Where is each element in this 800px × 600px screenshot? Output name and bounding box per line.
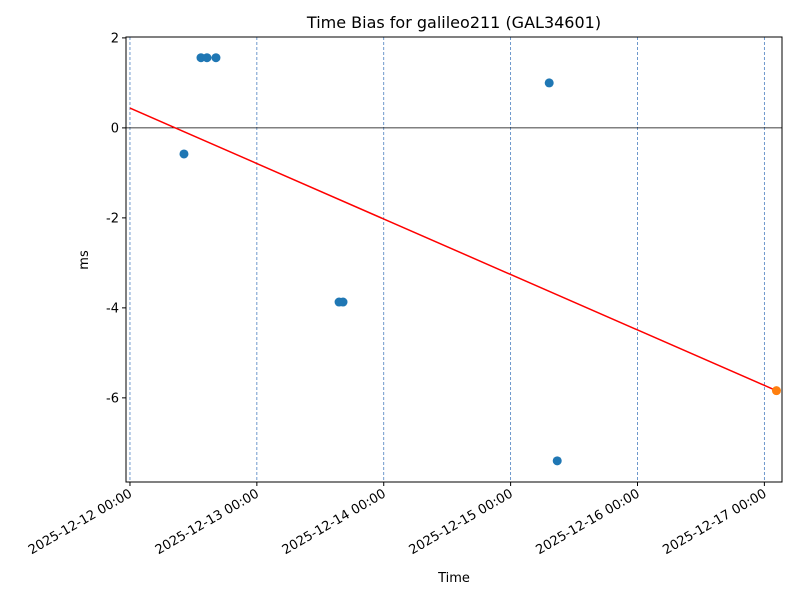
data-point <box>552 456 562 466</box>
y-tick-label: 0 <box>111 121 119 136</box>
data-point <box>338 297 348 307</box>
y-tick-label: -6 <box>106 391 119 406</box>
axes-frame <box>125 36 783 483</box>
x-axis-label: Time <box>437 571 470 586</box>
data-point <box>202 53 212 63</box>
data-point <box>544 78 554 88</box>
data-point <box>211 53 221 63</box>
trend-line <box>129 107 777 392</box>
y-tick-label: 2 <box>111 31 119 46</box>
chart-title: Time Bias for galileo211 (GAL34601) <box>306 13 601 32</box>
y-axis-label: ms <box>77 250 92 270</box>
y-tick-label: -2 <box>106 211 119 226</box>
data-point <box>179 149 189 159</box>
data-point <box>771 386 781 396</box>
y-tick-label: -4 <box>106 301 119 316</box>
